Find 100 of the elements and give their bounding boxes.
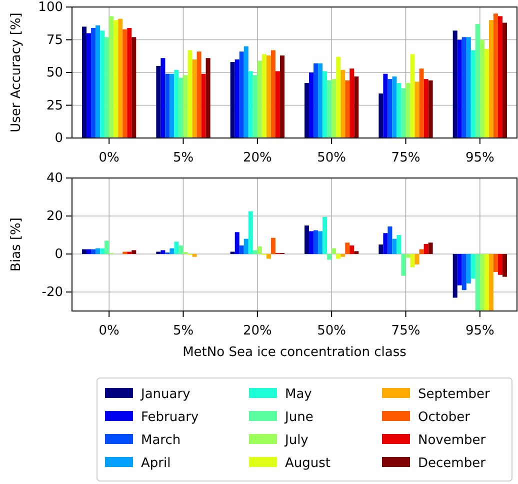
x-tick-label: 75% — [391, 323, 420, 338]
bar — [406, 82, 410, 138]
y-tick-label: 100 — [38, 0, 63, 16]
bar — [354, 251, 359, 254]
legend-label: February — [141, 410, 199, 425]
bar — [414, 254, 420, 264]
bar — [424, 79, 428, 138]
bar — [414, 82, 420, 138]
bar — [188, 50, 192, 138]
bar — [401, 254, 406, 276]
legend-label: November — [418, 433, 486, 448]
y-tick-label: 40 — [46, 171, 63, 186]
bar — [100, 30, 105, 138]
bar — [270, 50, 276, 138]
legend-label: August — [285, 456, 330, 471]
bar — [234, 59, 240, 138]
legend-label: December — [418, 456, 486, 471]
bar — [428, 242, 433, 254]
bar — [470, 254, 476, 279]
bar — [275, 71, 280, 138]
bar — [304, 82, 310, 138]
bar — [345, 242, 350, 254]
bar — [82, 26, 87, 138]
bar — [419, 249, 424, 254]
bar — [392, 76, 397, 138]
bar — [378, 244, 384, 254]
bar — [419, 68, 424, 138]
bar — [314, 63, 318, 138]
bar — [91, 28, 96, 138]
y-tick-label: 0 — [54, 131, 63, 146]
bar — [493, 14, 498, 138]
x-tick-label: 0% — [98, 150, 120, 166]
bar — [336, 56, 341, 138]
bar — [266, 55, 271, 138]
bar — [332, 248, 336, 254]
bar — [132, 37, 136, 138]
bar — [86, 249, 92, 254]
bar — [406, 254, 410, 258]
y-tick-label: -20 — [42, 285, 63, 300]
bar — [388, 226, 392, 254]
bar — [350, 245, 354, 254]
legend-label: March — [141, 433, 181, 448]
bar — [170, 248, 174, 254]
bar — [322, 71, 328, 138]
y-axis-title: Bias [%] — [9, 218, 24, 272]
x-tick-label: 75% — [391, 150, 420, 166]
bar — [183, 75, 188, 138]
bar — [239, 245, 244, 254]
bar — [354, 76, 359, 138]
x-tick-label: 5% — [172, 323, 194, 338]
bar — [383, 74, 388, 138]
x-tick-label: 50% — [317, 150, 346, 166]
y-tick-label: 50 — [46, 66, 63, 81]
bar — [336, 254, 341, 259]
bar — [392, 238, 397, 254]
bar — [104, 37, 110, 138]
bar — [484, 254, 489, 311]
bar — [340, 70, 346, 138]
bar — [345, 80, 350, 138]
legend-label: October — [418, 410, 471, 425]
bar — [174, 70, 179, 138]
x-axis-title: MetNo Sea ice concentration class — [182, 345, 407, 360]
bar — [401, 88, 406, 138]
bar — [424, 244, 428, 254]
bar — [314, 230, 318, 254]
bar — [309, 231, 314, 254]
bar — [96, 248, 100, 254]
bar — [160, 58, 166, 138]
bar — [318, 63, 323, 138]
bar — [170, 74, 174, 138]
bar — [234, 232, 240, 254]
bar — [239, 52, 244, 138]
bar — [475, 24, 480, 138]
bar — [493, 254, 498, 272]
bar — [196, 52, 202, 138]
bar — [309, 72, 314, 138]
bar — [192, 59, 197, 138]
bar — [480, 254, 484, 311]
x-tick-label: 0% — [98, 323, 120, 338]
bar — [280, 55, 284, 138]
bar — [462, 37, 466, 138]
bar — [86, 33, 92, 138]
bar — [206, 58, 210, 138]
bar — [327, 80, 332, 138]
bar — [192, 254, 197, 257]
bar — [230, 62, 235, 138]
bar — [252, 250, 258, 254]
bar — [470, 50, 476, 138]
bar — [252, 75, 258, 138]
bar — [178, 78, 184, 138]
y-tick-label: 75 — [46, 32, 63, 48]
legend-label: July — [284, 433, 309, 448]
bar — [201, 74, 206, 138]
bar — [165, 74, 170, 138]
bar — [132, 250, 136, 254]
legend-label: May — [285, 387, 312, 402]
bar — [462, 254, 466, 290]
bar — [452, 30, 458, 138]
bar — [122, 29, 128, 138]
bar — [452, 254, 458, 298]
